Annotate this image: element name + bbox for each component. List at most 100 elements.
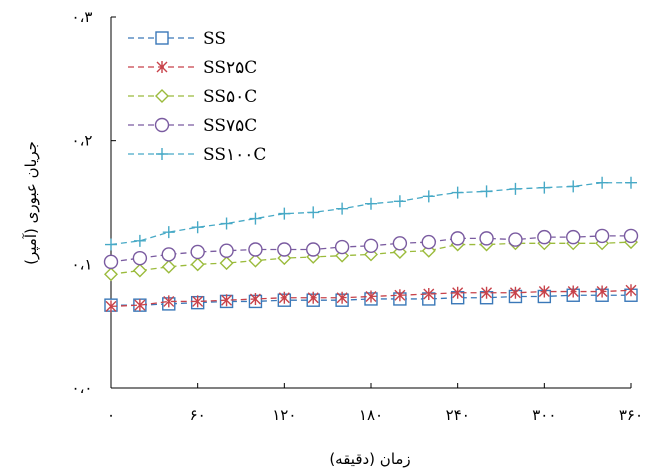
data-point [538, 181, 551, 194]
data-point [163, 295, 175, 308]
legend-item: SS۷۵C [128, 116, 257, 136]
series-4 [103, 228, 639, 270]
data-point [221, 294, 233, 307]
data-point [566, 229, 581, 245]
data-point [220, 217, 233, 230]
data-point [452, 286, 464, 299]
y-tick-label: ۰،۲ [72, 132, 93, 150]
data-point [481, 286, 493, 299]
data-point [623, 228, 639, 244]
y-axis-title: جریان عبوری (آمپر) [22, 141, 41, 265]
data-point [422, 190, 435, 203]
data-point [103, 254, 119, 270]
legend-marker [156, 148, 168, 160]
y-tick-label: ۰،۱ [72, 255, 93, 273]
y-ticks: ۰،۰ ۰،۱ ۰،۲ ۰،۳ [72, 8, 116, 397]
legend-marker [155, 89, 169, 103]
x-tick-label: ۶۰ [190, 406, 206, 424]
data-point [334, 239, 350, 255]
data-point [307, 291, 319, 304]
data-point [277, 242, 292, 257]
data-point [625, 284, 637, 297]
data-point [248, 242, 263, 257]
data-point [625, 176, 637, 189]
data-point [479, 231, 494, 246]
data-point [248, 253, 263, 268]
data-point [509, 286, 521, 299]
data-point [161, 259, 176, 274]
x-tick-label: ۰ [107, 406, 115, 424]
data-point [451, 186, 464, 199]
data-point [450, 231, 465, 246]
data-point [594, 228, 610, 244]
data-point [394, 289, 406, 302]
data-point [596, 285, 608, 298]
data-point [219, 256, 234, 271]
data-point [306, 242, 321, 257]
legend-label: SS۲۵C [203, 58, 257, 78]
y-tick-label: ۰،۰ [72, 379, 93, 397]
legend-item: SS [128, 29, 226, 49]
x-tick-label: ۳۶۰ [619, 406, 643, 424]
data-point [249, 292, 261, 305]
data-point [567, 285, 579, 298]
data-point [190, 244, 205, 260]
data-point [537, 229, 552, 245]
legend-marker [154, 117, 170, 133]
x-tick-label: ۱۲۰ [272, 406, 296, 424]
data-point [249, 212, 262, 225]
x-tick-label: ۱۸۰ [359, 406, 383, 424]
x-ticks: ۰ ۶۰ ۱۲۰ ۱۸۰ ۲۴۰ ۳۰۰ ۳۶۰ [107, 383, 643, 424]
legend-item: SS۲۵C [128, 58, 257, 78]
legend-label: SS۷۵C [203, 116, 257, 136]
data-point [191, 221, 204, 234]
data-point [132, 250, 148, 266]
series-5 [105, 176, 637, 251]
data-point [278, 207, 291, 220]
data-point [567, 180, 580, 193]
data-point [365, 197, 377, 210]
data-point [393, 195, 406, 208]
data-point [190, 257, 205, 272]
data-point [508, 232, 523, 247]
data-point [336, 291, 348, 304]
series-line [110, 182, 631, 246]
legend-label: SS۵۰C [203, 87, 257, 107]
data-point [365, 290, 377, 303]
data-point [538, 285, 550, 298]
x-axis-title: زمان (دقیقه) [329, 450, 410, 468]
data-point [480, 185, 493, 198]
data-point [421, 234, 436, 250]
series-layer [103, 176, 639, 313]
legend-label: SS [203, 29, 226, 49]
legend-item: SS۵۰C [128, 87, 257, 107]
data-point [133, 234, 146, 247]
legend-marker [155, 31, 169, 45]
data-point [192, 295, 204, 308]
data-point [134, 299, 146, 312]
data-point [161, 247, 176, 262]
data-point [363, 238, 379, 253]
data-point [423, 288, 435, 301]
series-2 [105, 284, 637, 313]
data-point [105, 300, 117, 313]
y-tick-label: ۰،۳ [72, 8, 93, 26]
data-point [132, 263, 147, 278]
x-tick-label: ۲۴۰ [446, 406, 470, 424]
legend: SS SS۲۵C SS۵۰C SS۷۵C SS۱۰۰C [128, 29, 266, 165]
data-point [509, 182, 522, 195]
data-point [596, 176, 609, 189]
data-point [307, 206, 320, 219]
data-point [162, 226, 175, 239]
data-point [336, 202, 349, 215]
data-point [219, 243, 234, 258]
data-point [105, 238, 117, 251]
data-point [392, 236, 408, 251]
data-point [278, 291, 290, 304]
legend-label: SS۱۰۰C [203, 145, 266, 165]
x-tick-label: ۳۰۰ [532, 406, 556, 424]
legend-item: SS۱۰۰C [128, 145, 266, 165]
legend-marker [156, 61, 168, 73]
data-point [104, 267, 118, 282]
